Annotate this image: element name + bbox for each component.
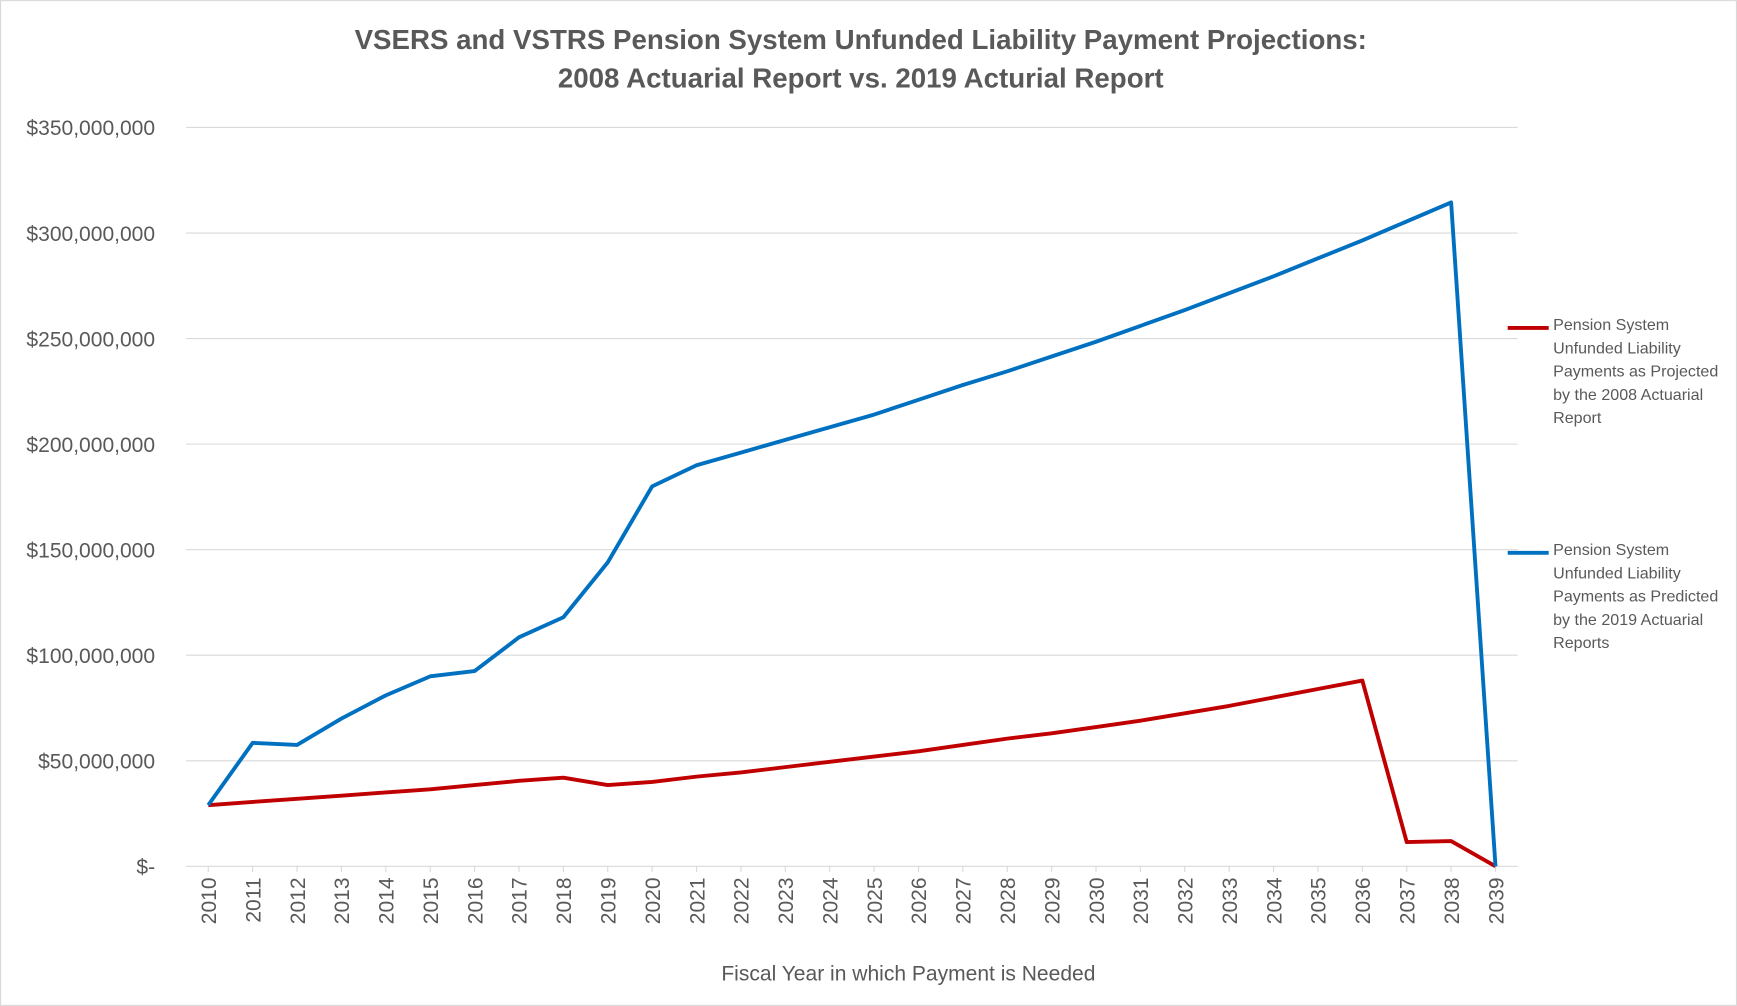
x-tick-label: 2028 <box>997 877 1020 924</box>
y-tick-label: $300,000,000 <box>26 223 155 246</box>
legend-label: Pension System Unfunded Liability Paymen… <box>1553 316 1719 428</box>
y-tick-label: $100,000,000 <box>26 645 155 668</box>
x-tick-label: 2030 <box>1086 877 1109 924</box>
chart-title: 2008 Actuarial Report vs. 2019 Acturial … <box>558 63 1164 94</box>
y-tick-label: $350,000,000 <box>26 117 155 140</box>
x-tick-label: 2035 <box>1308 877 1331 924</box>
x-tick-label: 2038 <box>1441 877 1464 924</box>
x-tick-label: 2020 <box>642 877 665 924</box>
x-tick-label: 2019 <box>598 877 621 924</box>
legend-entry: Pension System Unfunded Liability Paymen… <box>1553 541 1719 653</box>
x-tick-label: 2024 <box>819 877 842 924</box>
series-line <box>208 678 1497 869</box>
x-tick-label: 2029 <box>1041 877 1064 924</box>
x-tick-label: 2016 <box>464 877 487 924</box>
x-tick-label: 2033 <box>1219 877 1242 924</box>
y-tick-label: $50,000,000 <box>38 751 155 774</box>
x-tick-label: 2017 <box>509 877 532 924</box>
y-tick-label: $150,000,000 <box>26 539 155 562</box>
x-tick-label: 2010 <box>198 877 221 924</box>
x-tick-label: 2025 <box>864 877 887 924</box>
x-tick-label: 2023 <box>775 877 798 924</box>
x-axis-label: Fiscal Year in which Payment is Needed <box>721 962 1095 985</box>
x-tick-label: 2018 <box>553 877 576 924</box>
chart-title: VSERS and VSTRS Pension System Unfunded … <box>355 24 1367 55</box>
y-tick-label: $200,000,000 <box>26 434 155 457</box>
x-tick-label: 2031 <box>1130 877 1153 924</box>
x-tick-label: 2014 <box>376 877 399 924</box>
x-tick-label: 2015 <box>420 877 443 924</box>
x-tick-label: 2027 <box>953 877 976 924</box>
series-line <box>206 200 1498 867</box>
y-tick-label: $250,000,000 <box>26 328 155 351</box>
x-tick-label: 2032 <box>1175 877 1198 924</box>
x-tick-label: 2013 <box>331 877 354 924</box>
x-tick-label: 2022 <box>731 877 754 924</box>
legend-entry: Pension System Unfunded Liability Paymen… <box>1553 316 1719 428</box>
x-tick-label: 2037 <box>1396 877 1419 924</box>
x-tick-label: 2034 <box>1263 877 1286 924</box>
x-tick-label: 2011 <box>242 877 265 922</box>
x-tick-label: 2026 <box>908 877 931 924</box>
x-tick-label: 2039 <box>1485 877 1508 924</box>
y-tick-label: $- <box>136 856 155 879</box>
x-tick-label: 2036 <box>1352 877 1375 924</box>
legend-label: Pension System Unfunded Liability Paymen… <box>1553 541 1719 653</box>
x-tick-label: 2012 <box>287 877 310 924</box>
x-tick-label: 2021 <box>686 877 709 924</box>
